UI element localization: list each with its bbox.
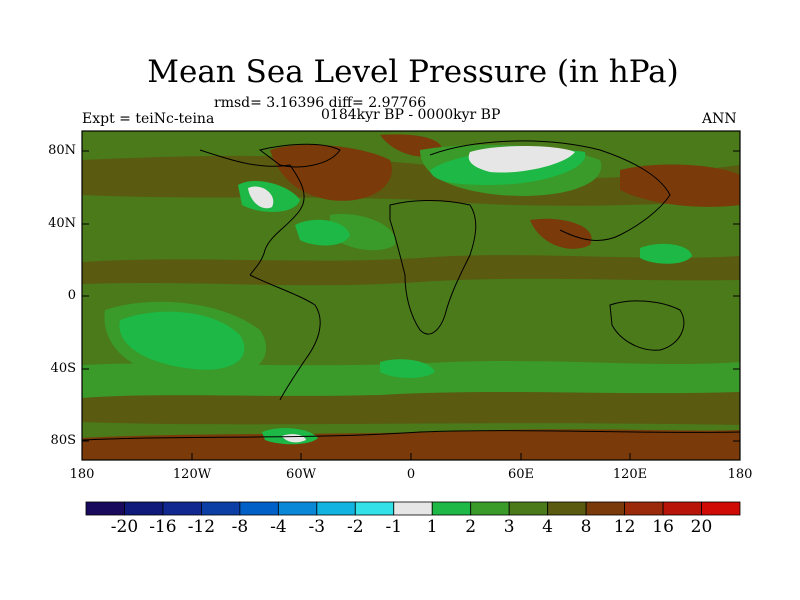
colorbar-label-9: 2 (465, 517, 477, 537)
colorbar-box-12 (547, 501, 587, 516)
colorbar-box-2 (162, 501, 202, 516)
colorbar-box-15 (662, 501, 702, 516)
colorbar-label-2: -12 (187, 517, 216, 537)
time-period-label: 0184kyr BP - 0000kyr BP (321, 107, 501, 123)
olive-band-tropics (82, 255, 740, 286)
colorbar-label-14: 16 (652, 517, 674, 537)
lat-label-80n: 80N (48, 143, 76, 158)
colorbar-box-3 (201, 501, 241, 516)
colorbar-box-11 (508, 501, 549, 516)
colorbar-box-14 (624, 501, 664, 516)
experiment-label: Expt = teiNc-teina (82, 111, 215, 127)
bright-green-west-pacific (640, 243, 692, 264)
brown-region-south-asia (530, 218, 592, 249)
lon-label-180e: 180 (727, 467, 753, 482)
colorbar-box-7 (354, 501, 395, 516)
colorbar-label-8: 1 (426, 517, 438, 537)
colorbar-label-6: -2 (347, 517, 364, 537)
colorbar-label-11: 4 (542, 517, 553, 537)
green-region-atlantic (330, 214, 396, 251)
lat-label-40s: 40S (50, 361, 76, 376)
colorbar-label-7: -1 (385, 517, 403, 537)
colorbar-box-5 (277, 501, 318, 516)
light-region-laurentide-ice (248, 186, 274, 209)
colorbar-label-1: -16 (149, 517, 177, 537)
colorbar-box-1 (124, 501, 164, 516)
rmsd-diff-label: rmsd= 3.16396 diff= 2.97766 (214, 95, 427, 111)
bright-green-south-pacific (119, 311, 245, 370)
bright-green-southern-ocean-atlantic (380, 359, 435, 378)
colorbar-label-0: -20 (110, 517, 139, 537)
bright-green-north-atlantic (295, 219, 350, 246)
olive-band-south (82, 388, 740, 425)
colorbar-label-15: 20 (690, 517, 713, 537)
brown-region-north-pacific (620, 164, 740, 207)
colorbar-box-16 (701, 501, 741, 516)
axis-ticks (81, 150, 741, 460)
lon-label-60w: 60W (286, 467, 316, 482)
season-label: ANN (702, 111, 737, 127)
colorbar-box-10 (470, 501, 510, 516)
light-region-scandinavia-ice (468, 145, 575, 173)
colorbar-label-3: -8 (231, 517, 249, 537)
coastlines (82, 140, 740, 441)
figure-title: Mean Sea Level Pressure (in hPa) (147, 54, 679, 90)
colorbar-box-0 (85, 501, 125, 516)
colorbar-box-8 (393, 501, 433, 516)
lat-label-80s: 80S (50, 433, 76, 448)
colorbar-label-5: -3 (308, 517, 326, 537)
lon-label-0: 0 (406, 467, 416, 482)
brown-region-arctic-america (270, 144, 392, 201)
colorbar-label-13: 12 (613, 517, 636, 537)
colorbar-box-13 (585, 501, 625, 516)
lat-label-40n: 40N (48, 216, 76, 231)
lon-label-60e: 60E (507, 467, 535, 482)
colorbar-label-10: 3 (503, 517, 515, 537)
colorbar-box-6 (316, 501, 356, 516)
colorbar-label-4: -4 (270, 517, 287, 537)
colorbar-box-9 (431, 501, 472, 516)
colorbar-box-4 (239, 501, 279, 516)
lon-label-120e: 120E (612, 467, 648, 482)
green-region-southern-ocean (82, 361, 740, 398)
lon-label-120w: 120W (172, 467, 212, 482)
lat-label-0: 0 (67, 288, 76, 303)
colorbar-label-12: 8 (580, 517, 592, 537)
colorbar (85, 501, 741, 516)
lon-label-180w: 180 (69, 467, 95, 482)
